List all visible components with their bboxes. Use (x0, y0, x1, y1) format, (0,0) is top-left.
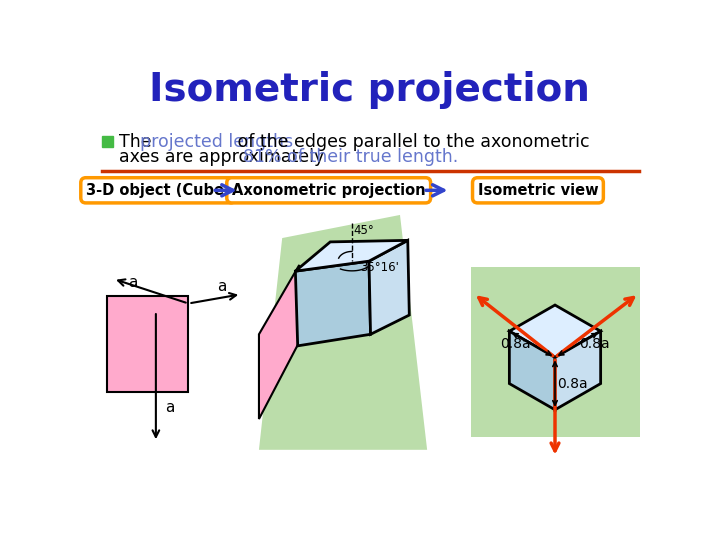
Text: 0.8a: 0.8a (557, 376, 588, 390)
Text: Isometric view: Isometric view (477, 183, 598, 198)
FancyBboxPatch shape (472, 267, 640, 437)
FancyBboxPatch shape (102, 137, 113, 147)
Polygon shape (369, 240, 409, 334)
Text: a: a (217, 279, 226, 294)
Text: 35°16': 35°16' (360, 261, 399, 274)
Text: 45°: 45° (354, 224, 374, 237)
Text: 3-D object (Cube): 3-D object (Cube) (86, 183, 230, 198)
Polygon shape (259, 265, 300, 419)
Text: 81% of their true length.: 81% of their true length. (243, 148, 459, 166)
Text: 0.8a: 0.8a (500, 338, 531, 352)
Polygon shape (259, 215, 427, 450)
Polygon shape (295, 261, 371, 346)
FancyBboxPatch shape (107, 296, 189, 392)
Text: 0.8a: 0.8a (580, 338, 610, 352)
Polygon shape (509, 331, 555, 410)
Polygon shape (295, 240, 408, 271)
Text: axes are approximately: axes are approximately (120, 148, 330, 166)
Polygon shape (509, 305, 600, 357)
Text: projected lengths: projected lengths (140, 133, 293, 151)
Text: Isometric projection: Isometric projection (148, 71, 590, 109)
Polygon shape (555, 331, 600, 410)
Text: a: a (128, 275, 138, 290)
Text: Axonometric projection: Axonometric projection (232, 183, 426, 198)
Text: a: a (165, 400, 174, 415)
Text: of the edges parallel to the axonometric: of the edges parallel to the axonometric (232, 133, 590, 151)
Text: The: The (120, 133, 158, 151)
